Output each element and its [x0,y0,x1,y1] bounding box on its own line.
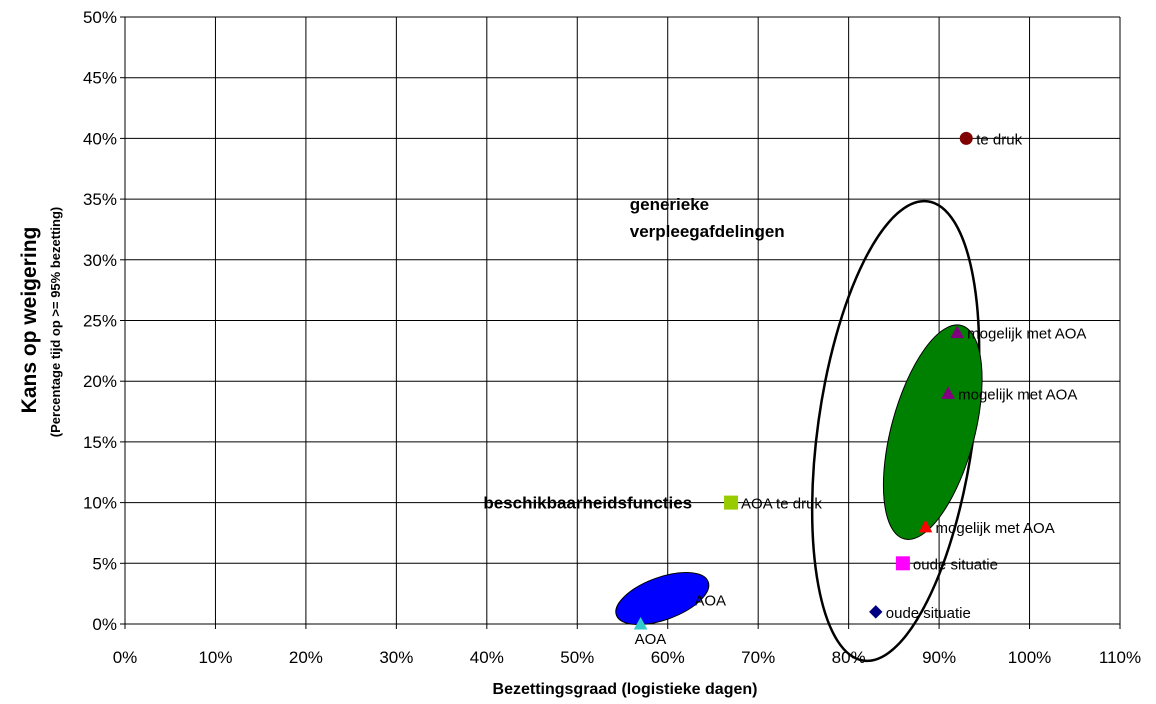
annotation-text: generieke [630,195,709,214]
data-point-triangle [918,519,933,533]
data-point-label: mogelijk met AOA [967,326,1086,343]
data-point-circle [959,131,973,145]
data-point-label: oude situatie [913,556,998,573]
x-tick-label: 50% [560,648,594,667]
y-tick-label: 0% [92,615,117,634]
data-point-square [724,495,739,510]
data-point-triangle [950,325,965,339]
data-point-triangle [941,386,955,399]
y-tick-label: 45% [83,69,117,88]
x-tick-label: 110% [1099,648,1141,667]
data-point-label: mogelijk met AOA [936,520,1055,537]
y-axis-title: Kans op weigering [18,227,41,414]
y-tick-label: 35% [83,190,117,209]
y-tick-label: 15% [83,433,117,452]
data-point-diamond [869,605,883,619]
tick-layer: 0% 10% 20% 30% 40% 50% 60% 70% 80% 90% 100% 110% 0% 5… [83,8,1141,667]
x-tick-label: 90% [922,648,956,667]
x-tick-label: 10% [198,648,232,667]
x-tick-label: 0% [113,648,138,667]
x-tick-label: 20% [289,648,323,667]
data-point-label: AOA [635,631,667,648]
ellipse-layer [615,199,983,663]
x-axis-title: Bezettingsgraad (logistieke dagen) [493,681,758,698]
x-tick-label: 60% [651,648,685,667]
label-layer: te druk AOA te druk oude situatie oude situ… [635,131,1087,648]
data-point-label: te druk [976,131,1022,148]
data-point-triangle [683,592,698,606]
y-tick-label: 50% [83,8,117,27]
y-tick-label: 25% [83,312,117,331]
data-point-label: oude situatie [886,605,971,622]
x-tick-label: 80% [832,648,866,667]
x-tick-label: 70% [741,648,775,667]
data-point-label: AOA te druk [741,496,822,513]
y-tick-label: 5% [92,554,117,573]
marker-layer [633,131,973,630]
ellipse-beschikbaarheid-blue [615,571,710,626]
x-tick-label: 100% [1008,648,1051,667]
data-point-square [895,556,910,571]
y-tick-label: 10% [83,494,117,513]
y-tick-label: 20% [83,372,117,391]
x-tick-label: 30% [379,648,413,667]
grid-layer [120,16,1121,629]
ellipse-generiek-green [882,324,983,540]
y-tick-label: 40% [83,129,117,148]
annotation-text: verpleegafdelingen [630,222,785,241]
y-tick-label: 30% [83,251,117,270]
annotation-text: beschikbaarheidsfuncties [483,494,692,513]
data-point-label: AOA [694,593,726,610]
data-point-label: mogelijk met AOA [958,386,1077,403]
x-tick-label: 40% [470,648,504,667]
data-point-triangle [633,616,648,630]
annotation-layer: generieke verpleegafdelingen beschikbaarhe… [483,195,784,513]
y-axis-subtitle: (Percentage tijd op >= 95% bezetting) [48,207,63,437]
